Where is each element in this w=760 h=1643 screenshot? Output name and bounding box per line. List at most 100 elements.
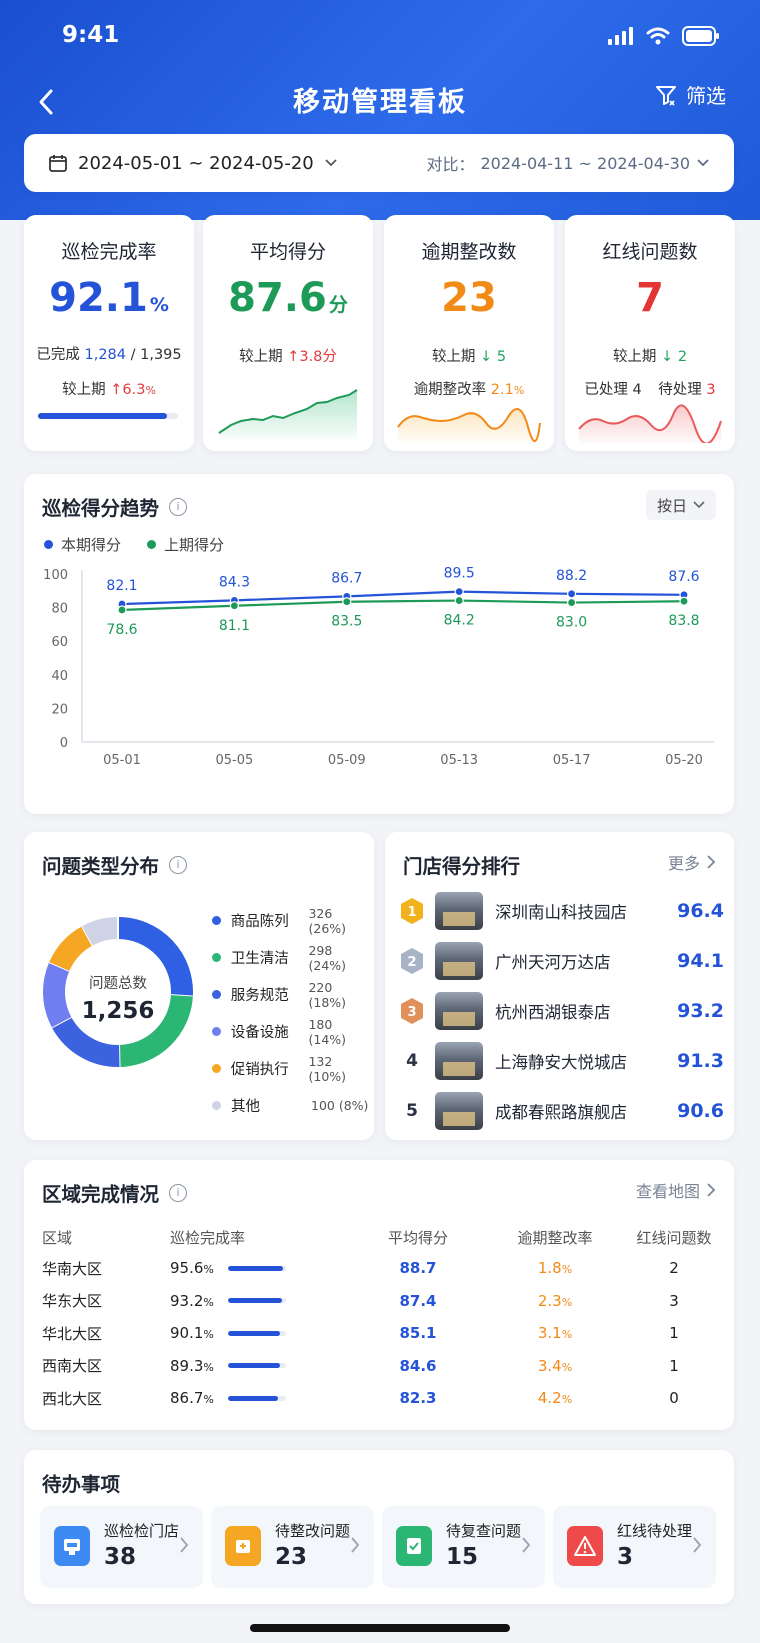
- legend-item[interactable]: 商品陈列 326 (26%): [212, 902, 372, 939]
- legend-name: 设备设施: [230, 1025, 289, 1041]
- chevron-down-icon: [693, 501, 705, 509]
- todo-count: 3: [617, 1544, 634, 1570]
- legend-item[interactable]: 其他 100 (8%): [212, 1087, 372, 1124]
- chevron-right-icon: [179, 1536, 189, 1558]
- todo-count: 38: [104, 1544, 137, 1570]
- todo-item[interactable]: 待整改问题 23: [211, 1506, 374, 1588]
- kpi-card-completion[interactable]: 巡检完成率 92.1% 已完成 1,284 / 1,395 较上期 ↑6.3%: [24, 215, 194, 451]
- kpi-card-avg-score[interactable]: 平均得分 87.6 分 较上期 ↑3.8分: [203, 215, 373, 451]
- info-icon[interactable]: i: [169, 1183, 188, 1202]
- store-score: 91.3: [677, 1050, 724, 1072]
- kpi-card-redline[interactable]: 红线问题数 7 较上期 ↓ 2 已处理 4 待处理 3: [565, 215, 735, 451]
- view-map-link[interactable]: 查看地图: [636, 1178, 716, 1202]
- ranking-row[interactable]: 2 广州天河万达店 94.1: [399, 936, 724, 986]
- kpi-value: 7: [636, 275, 664, 321]
- home-indicator: [250, 1624, 510, 1632]
- todo-card: 待办事项 巡检检门店 38 待整改问题 23 待复查问题 15 红线待处理 3: [24, 1450, 734, 1604]
- back-button[interactable]: [36, 82, 76, 122]
- todo-item[interactable]: 巡检检门店 38: [40, 1506, 203, 1588]
- legend-dot: [212, 1027, 221, 1036]
- table-row[interactable]: 华南大区 95.6% 88.7 1.8% 2: [42, 1252, 722, 1285]
- donut-slice[interactable]: [118, 994, 193, 1067]
- ranking-row[interactable]: 5 成都春熙路旗舰店 90.6: [399, 1086, 724, 1136]
- todo-item[interactable]: 红线待处理 3: [553, 1506, 716, 1588]
- table-row[interactable]: 西南大区 89.3% 84.6 3.4% 1: [42, 1350, 722, 1383]
- table-row[interactable]: 西北大区 86.7% 82.3 4.2% 0: [42, 1382, 722, 1415]
- data-label: 83.5: [331, 614, 362, 630]
- kpi-handled-line: 已处理 4 待处理 3: [584, 382, 716, 398]
- granularity-dropdown[interactable]: 按日: [646, 490, 716, 520]
- legend-name: 其他: [231, 1099, 260, 1115]
- filter-icon: [656, 85, 676, 106]
- table-row[interactable]: 华北大区 90.1% 85.1 3.1% 1: [42, 1317, 722, 1350]
- more-link[interactable]: 更多: [668, 850, 716, 874]
- info-icon[interactable]: i: [169, 497, 188, 516]
- table-header: 区域 巡检完成率 平均得分 逾期整改率 红线问题数: [42, 1222, 722, 1252]
- legend-item[interactable]: 设备设施 180 (14%): [212, 1013, 372, 1050]
- data-point[interactable]: [342, 597, 352, 607]
- data-label: 83.0: [556, 615, 587, 631]
- legend-item[interactable]: 服务规范 220 (18%): [212, 976, 372, 1013]
- ranking-row[interactable]: 4 上海静安大悦城店 91.3: [399, 1036, 724, 1086]
- chevron-right-icon: [350, 1536, 360, 1558]
- ranking-row[interactable]: 3 杭州西湖银泰店 93.2: [399, 986, 724, 1036]
- store-score: 90.6: [677, 1100, 724, 1122]
- completion-bar: [228, 1298, 286, 1304]
- data-point[interactable]: [454, 595, 464, 606]
- donut-center-total: 1,256: [81, 998, 155, 1024]
- chevron-left-icon: [39, 89, 53, 115]
- data-point[interactable]: [454, 587, 464, 597]
- signal-icon: [608, 27, 633, 45]
- legend-item[interactable]: 卫生清洁 298 (24%): [212, 939, 372, 976]
- legend-name: 卫生清洁: [230, 951, 289, 967]
- data-point[interactable]: [117, 605, 127, 615]
- table-body: 华南大区 95.6% 88.7 1.8% 2 华东大区 93.2% 87.4 2.3% 3 华北大区…: [42, 1252, 722, 1415]
- kpi-card-overdue[interactable]: 逾期整改数 23 较上期 ↓ 5 逾期整改率 2.1%: [384, 215, 554, 451]
- date-range-selector[interactable]: 2024-05-01 ~ 2024-05-20: [48, 153, 338, 174]
- calendar-icon: [49, 155, 67, 172]
- completion-rate: 93.2%: [170, 1291, 214, 1310]
- data-point[interactable]: [566, 589, 577, 599]
- filter-button[interactable]: 筛选: [654, 80, 726, 109]
- donut-slice[interactable]: [82, 917, 119, 946]
- series-line: [121, 599, 685, 612]
- ranking-row[interactable]: 1 深圳南山科技园店 96.4: [399, 886, 724, 936]
- info-icon[interactable]: i: [169, 855, 188, 874]
- donut-slice[interactable]: [49, 926, 93, 972]
- data-label: 78.6: [106, 622, 137, 638]
- page-title: 移动管理看板: [293, 87, 467, 118]
- kpi-compare-line: 较上期 ↓ 5: [431, 349, 507, 365]
- donut-slice[interactable]: [117, 917, 193, 997]
- chart-legend: 本期得分 上期得分: [44, 534, 224, 555]
- data-point[interactable]: [679, 596, 689, 606]
- store-score: 94.1: [677, 950, 724, 972]
- wrench-icon: [225, 1526, 261, 1566]
- store-name: 杭州西湖银泰店: [495, 1003, 611, 1022]
- section-title: 区域完成情况 i: [42, 1178, 188, 1207]
- data-point[interactable]: [229, 601, 239, 611]
- y-tick-label: 0: [60, 736, 68, 751]
- data-point[interactable]: [566, 597, 577, 608]
- donut-slice[interactable]: [43, 962, 72, 1028]
- svg-text:1: 1: [407, 905, 416, 920]
- legend-item[interactable]: 促销执行 132 (10%): [212, 1050, 372, 1087]
- completion-cell: 90.1%: [170, 1324, 352, 1342]
- completion-rate: 95.6%: [170, 1259, 214, 1278]
- todo-label: 红线待处理: [617, 1522, 693, 1540]
- todo-label: 待整改问题: [275, 1522, 351, 1540]
- chevron-right-icon: [707, 1183, 716, 1197]
- table-row[interactable]: 华东大区 93.2% 87.4 2.3% 3: [42, 1285, 722, 1318]
- compare-range-selector[interactable]: 对比： 2024-04-11 ~ 2024-04-30: [426, 151, 710, 175]
- donut-slice[interactable]: [51, 1016, 120, 1067]
- legend-prev: 上期得分: [147, 534, 224, 555]
- svg-text:2: 2: [407, 955, 416, 970]
- region-completion-card: 区域完成情况 i 查看地图 区域 巡检完成率 平均得分 逾期整改率 红线问题数 …: [24, 1160, 734, 1430]
- medal-icon: 1: [399, 897, 425, 925]
- todo-item[interactable]: 待复查问题 15: [382, 1506, 545, 1588]
- legend-dot: [212, 1101, 221, 1110]
- filter-label: 筛选: [686, 84, 726, 108]
- redline-count: 0: [669, 1389, 679, 1408]
- legend-dot: [212, 990, 221, 999]
- kpi-compare-line: 较上期 ↑6.3%: [62, 382, 156, 398]
- legend-count: 220 (18%): [308, 979, 347, 1010]
